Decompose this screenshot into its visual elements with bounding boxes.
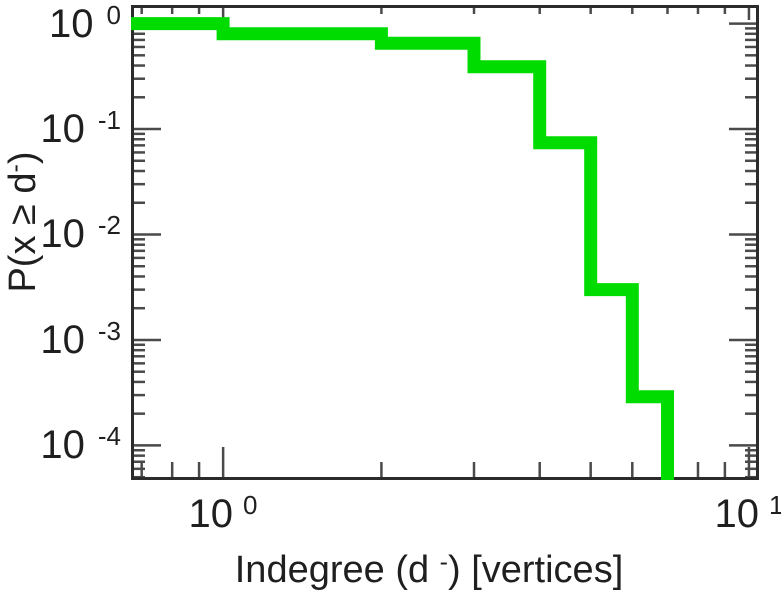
x-tick-label-10^1-base: 10	[714, 492, 760, 536]
x-axis-title-close: ) [vertices]	[448, 549, 624, 591]
y-tick-label-10^-3-exponent: -3	[97, 316, 121, 346]
x-tick-label-10^0-base: 10	[188, 492, 234, 536]
indegree-ccdf-step-line	[131, 17, 674, 480]
y-tick-label-10^-2-base: 10	[40, 212, 85, 256]
y-tick-label-10^0-base: 10	[49, 2, 94, 46]
y-tick-label-10^-1: 10 -1	[40, 105, 121, 151]
x-axis-title-superscript: -	[439, 548, 448, 576]
y-tick-label-10^-4-base: 10	[40, 423, 85, 467]
y-axis-title-superscript: -	[1, 164, 29, 173]
plot-frame	[131, 5, 759, 480]
y-tick-label-10^-1-base: 10	[40, 107, 85, 151]
y-tick-label-10^-2: 10 -2	[40, 210, 121, 256]
y-tick-label-10^-4: 10 -4	[40, 421, 121, 467]
y-axis-title-close: )	[2, 151, 44, 165]
y-tick-label-10^-3-base: 10	[40, 318, 85, 362]
y-tick-label-10^-1-exponent: -1	[97, 105, 121, 135]
y-tick-label-10^-3: 10 -3	[40, 316, 121, 362]
y-tick-label-10^-2-exponent: -2	[97, 210, 121, 240]
y-axis-title-text: P(x ≥ d	[2, 172, 44, 293]
y-tick-label-10^0-exponent: 0	[106, 0, 121, 30]
x-axis-title: Indegree (d -) [vertices]	[234, 548, 624, 595]
x-tick-label-10^0-exponent: 0	[243, 490, 258, 520]
y-tick-label-10^-4-exponent: -4	[97, 421, 121, 451]
x-tick-label-10^0: 10 0	[188, 490, 258, 536]
x-tick-label-10^1-exponent: 1	[769, 490, 781, 520]
x-axis-title-text: Indegree (d	[234, 549, 440, 591]
y-tick-label-10^0: 10 0	[49, 0, 121, 46]
x-tick-label-10^1: 10 1	[714, 490, 781, 536]
